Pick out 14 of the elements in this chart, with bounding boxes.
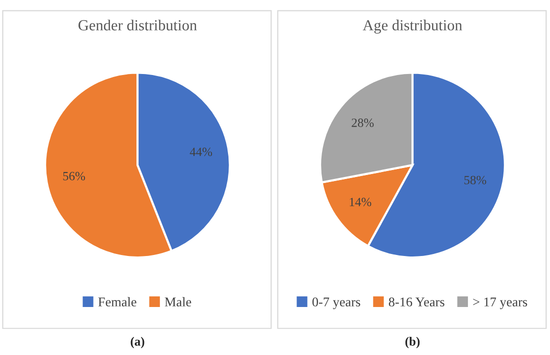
chart-title: Age distribution (362, 20, 462, 34)
data-label: 58% (464, 176, 486, 184)
legend-label: > 17 years (473, 298, 528, 310)
data-label: 28% (352, 118, 374, 128)
legend-label: Male (164, 297, 192, 306)
text: (a) (130, 336, 144, 348)
legend-label: 0-7 years (312, 298, 360, 310)
chart-title: Gender distribution (78, 20, 197, 30)
data-label: 56% (63, 172, 85, 180)
data-label: 44% (190, 148, 212, 156)
data-label: 14% (350, 198, 372, 206)
legend-label: 8-16 Years (388, 298, 444, 306)
text: (b) (405, 336, 420, 348)
legend-label: Female (98, 297, 136, 306)
